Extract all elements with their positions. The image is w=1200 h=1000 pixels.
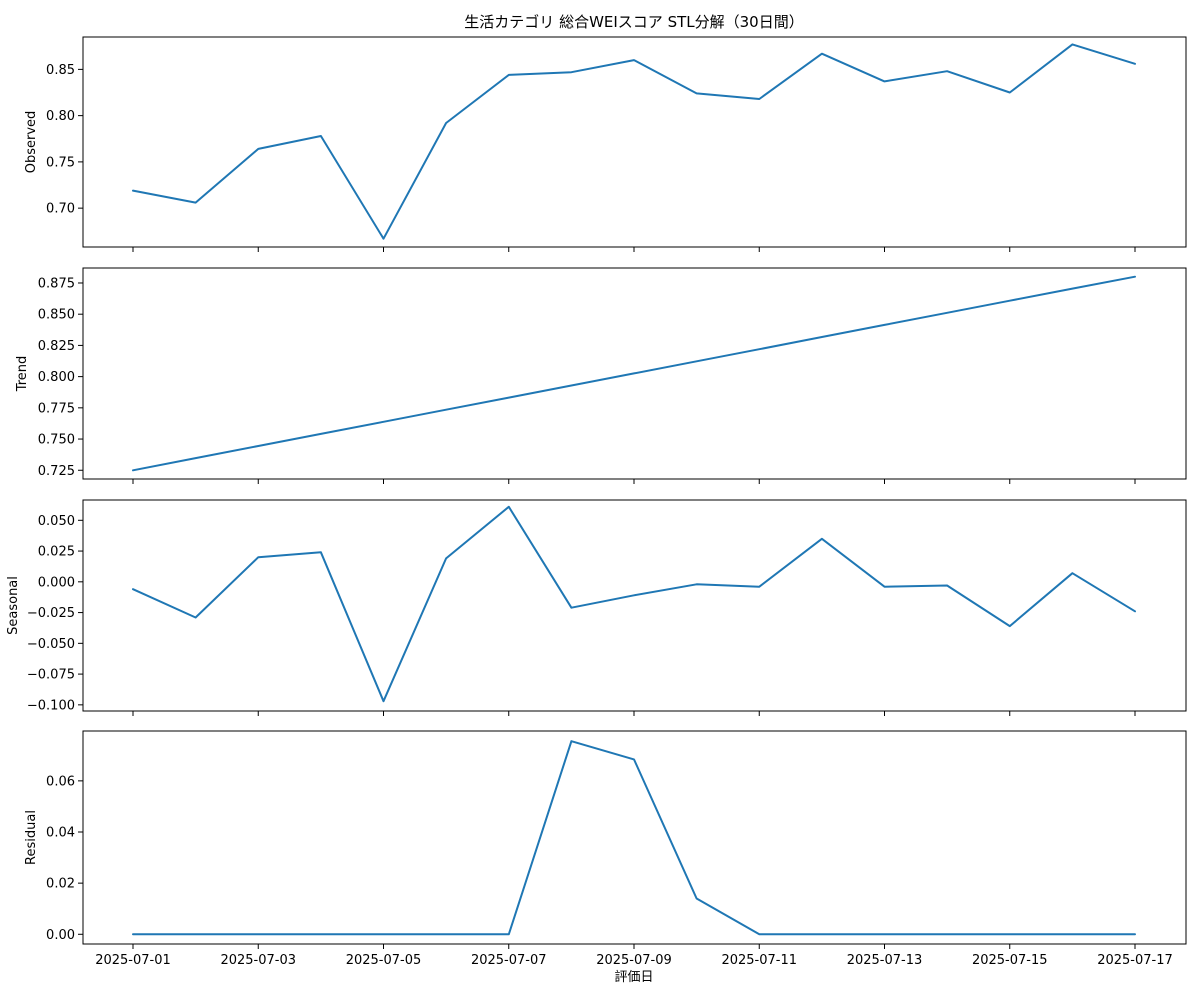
panel-observed: 0.70 0.75 0.80 0.85 Observed <box>24 36 1187 252</box>
y-axis-label: Seasonal <box>6 576 21 635</box>
panel-seasonal: −0.100 −0.075 −0.050 −0.025 0.000 0.025 0.050 S… <box>6 499 1187 716</box>
x-tick-label: 2025-07-17 <box>1097 953 1173 968</box>
panel-frame <box>82 499 1187 712</box>
series-line-observed <box>132 43 1136 240</box>
x-axis-ticks: 2025-07-01 2025-07-03 2025-07-05 2025-07-07… <box>95 953 1173 968</box>
y-tick-label: 0.06 <box>46 774 75 789</box>
y-tick-label: 0.775 <box>38 401 75 416</box>
y-tick-label: 0.70 <box>46 202 75 217</box>
y-tick-label: 0.750 <box>38 433 75 448</box>
x-tick-label: 2025-07-05 <box>346 953 422 968</box>
x-tick-label: 2025-07-07 <box>471 953 547 968</box>
y-tick-label: 0.875 <box>38 276 75 291</box>
series-line-trend <box>132 275 1136 472</box>
y-axis-label: Residual <box>24 810 39 865</box>
y-tick-label: −0.025 <box>27 606 75 621</box>
panels: 0.700.750.800.85Observed0.7250.7500.7750… <box>6 36 1187 949</box>
y-tick-label: 0.800 <box>38 370 75 385</box>
panel-residual: 0.00 0.02 0.04 0.06 Residual <box>24 730 1187 949</box>
y-tick-label: 0.850 <box>38 308 75 323</box>
x-tick-label: 2025-07-03 <box>220 953 296 968</box>
x-tick-label: 2025-07-11 <box>721 953 797 968</box>
y-tick-label: 0.75 <box>46 155 75 170</box>
y-axis-label: Trend <box>15 356 30 393</box>
panel-frame <box>82 730 1187 945</box>
panel-trend: 0.725 0.750 0.775 0.800 0.825 0.850 0.875 Trend <box>15 267 1187 484</box>
y-tick-label: 0.80 <box>46 109 75 124</box>
panel-frame <box>82 36 1187 248</box>
y-tick-label: −0.100 <box>27 698 75 713</box>
y-axis-label: Observed <box>24 111 39 174</box>
x-tick-label: 2025-07-09 <box>596 953 672 968</box>
x-axis-label: 評価日 <box>614 970 653 985</box>
y-tick-label: 0.025 <box>38 545 75 560</box>
y-tick-label: 0.725 <box>38 464 75 479</box>
y-tick-label: 0.04 <box>46 826 75 841</box>
y-tick-label: 0.050 <box>38 514 75 529</box>
x-tick-label: 2025-07-13 <box>847 953 923 968</box>
x-tick-label: 2025-07-15 <box>972 953 1048 968</box>
y-tick-label: 0.825 <box>38 339 75 354</box>
series-line-seasonal <box>132 505 1136 703</box>
y-tick-label: 0.02 <box>46 877 75 892</box>
y-tick-label: 0.00 <box>46 928 75 943</box>
chart-title: 生活カテゴリ 総合WEIスコア STL分解（30日間） <box>464 13 803 31</box>
y-tick-label: 0.000 <box>38 575 75 590</box>
y-tick-label: −0.075 <box>27 668 75 683</box>
series-line-residual <box>132 740 1136 936</box>
y-tick-label: 0.85 <box>46 63 75 78</box>
x-tick-label: 2025-07-01 <box>95 953 171 968</box>
y-tick-label: −0.050 <box>27 637 75 652</box>
